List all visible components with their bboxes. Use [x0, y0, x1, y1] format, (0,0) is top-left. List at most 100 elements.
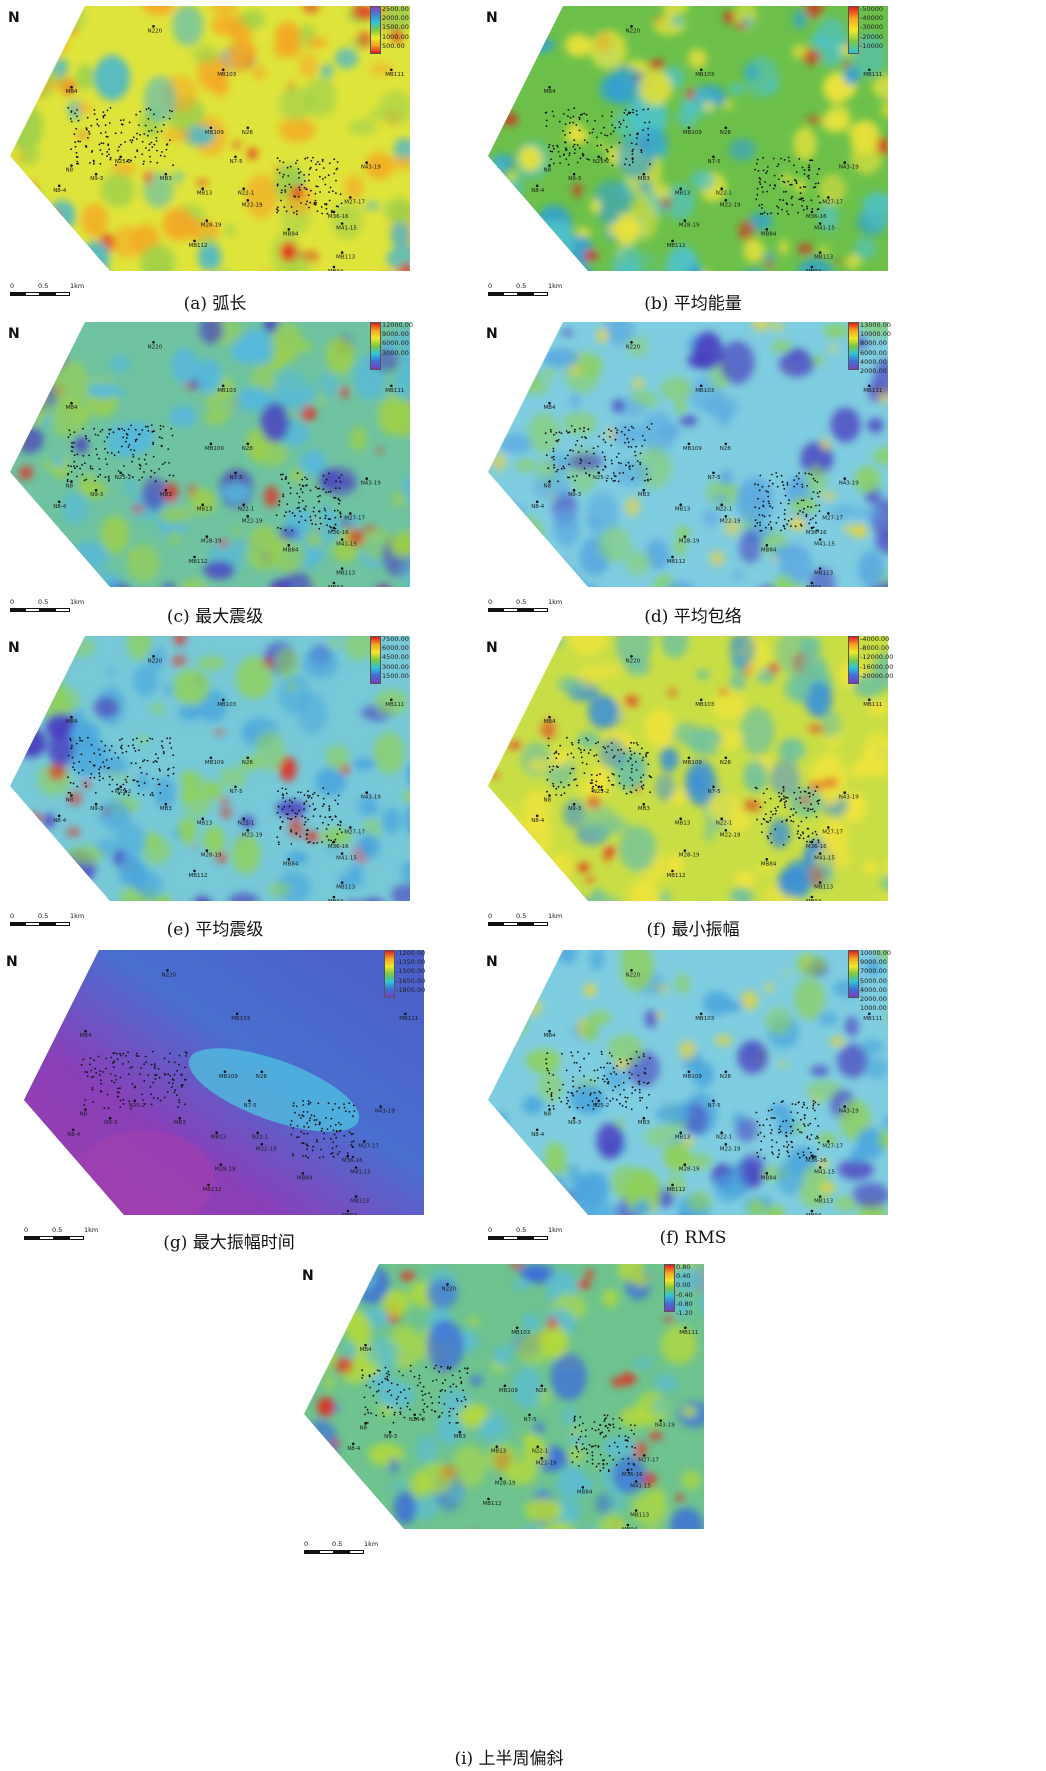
scale-segment	[518, 922, 533, 926]
well-dot	[290, 830, 292, 833]
well-dot	[178, 1101, 181, 1104]
well-dot	[764, 801, 766, 804]
well-dot	[817, 182, 820, 185]
attribute-blob	[335, 1356, 353, 1374]
scale-segment	[55, 292, 70, 296]
well-dot	[130, 762, 133, 765]
well-dot	[547, 744, 550, 747]
well-marker	[818, 1166, 822, 1169]
legend-tick-label: 0.40	[676, 1272, 691, 1281]
well-dot	[804, 186, 807, 188]
well-dot	[155, 1073, 158, 1076]
well-dot	[799, 523, 802, 526]
attribute-blob	[469, 1543, 489, 1555]
attribute-blob	[797, 258, 834, 271]
attribute-blob	[210, 6, 239, 17]
well-dot	[335, 179, 337, 182]
well-dot	[770, 528, 773, 531]
attribute-blob	[278, 87, 313, 121]
legend-tick-label: 6000.00	[382, 644, 409, 653]
legend-tick-label: 1000.00	[382, 32, 409, 41]
well-dot	[446, 1367, 449, 1370]
well-marker	[712, 785, 715, 789]
well-dot	[563, 467, 566, 470]
well-dot	[596, 774, 598, 777]
well-dot	[336, 1130, 338, 1133]
well-label: MB13	[675, 507, 691, 513]
well-dot	[67, 464, 70, 467]
well-dot	[322, 167, 325, 170]
scale-label: 1km	[548, 912, 563, 920]
well-label: M28-19	[495, 1481, 516, 1487]
well-marker	[630, 655, 633, 658]
well-dot	[302, 1104, 305, 1106]
scale-segment	[533, 292, 548, 296]
attribute-blob	[11, 431, 21, 444]
well-dot	[184, 1066, 187, 1069]
well-dot	[552, 765, 555, 768]
well-marker	[152, 25, 155, 28]
well-dot	[117, 451, 120, 453]
well-dot	[328, 807, 331, 810]
attribute-blob	[550, 1353, 587, 1401]
well-dot	[809, 1122, 812, 1125]
well-dot	[575, 475, 578, 477]
well-marker	[164, 488, 168, 492]
well-dot	[757, 170, 760, 172]
well-marker	[515, 1326, 519, 1330]
well-dot	[305, 505, 307, 508]
well-dot	[311, 1149, 314, 1152]
well-dot	[779, 1130, 782, 1133]
well-dot	[765, 1118, 768, 1121]
well-dot	[780, 157, 783, 160]
well-marker	[868, 68, 871, 72]
well-dot	[782, 795, 785, 798]
well-dot	[323, 1132, 326, 1135]
well-dot	[614, 475, 617, 478]
well-dot	[127, 428, 130, 431]
attribute-blob	[852, 1182, 888, 1209]
well-dot	[569, 772, 572, 775]
well-dot	[614, 127, 616, 129]
well-dot	[366, 1408, 369, 1411]
well-dot	[285, 792, 288, 795]
well-dot	[817, 1103, 820, 1106]
well-dot	[570, 425, 573, 427]
well-dot	[560, 467, 563, 470]
attribute-blob	[521, 377, 549, 395]
well-dot	[803, 1117, 806, 1120]
well-dot	[630, 446, 633, 448]
well-dot	[140, 771, 143, 774]
well-label: MB94	[806, 1213, 822, 1219]
well-dot	[645, 755, 648, 758]
well-dot	[622, 1081, 625, 1084]
well-label: MB103	[217, 388, 237, 394]
well-dot	[66, 478, 69, 481]
well-dot	[572, 1085, 575, 1088]
well-dot	[624, 442, 626, 444]
well-label: MB3	[454, 1434, 467, 1440]
well-dot	[450, 1391, 453, 1393]
attribute-blob	[472, 1531, 478, 1539]
attribute-blob	[383, 274, 409, 290]
attribute-blob	[844, 523, 854, 535]
attribute-blob	[509, 955, 521, 972]
well-label: N220	[626, 344, 641, 350]
well-dot	[583, 1085, 586, 1087]
well-dot	[335, 1136, 338, 1139]
well-label: MB111	[679, 1330, 698, 1336]
attribute-blob	[777, 1061, 787, 1067]
well-dot	[556, 146, 559, 148]
well-dot	[575, 1062, 578, 1064]
well-marker	[535, 814, 539, 818]
well-dot	[173, 1061, 176, 1064]
well-dot	[790, 518, 793, 520]
well-dot	[90, 744, 93, 746]
well-dot	[136, 132, 138, 135]
well-dot	[144, 1055, 147, 1058]
well-dot	[396, 1383, 399, 1386]
attribute-blob	[280, 242, 298, 262]
scale-bar: 0 0.5 1km	[10, 912, 90, 932]
well-label: MB84	[761, 547, 777, 553]
